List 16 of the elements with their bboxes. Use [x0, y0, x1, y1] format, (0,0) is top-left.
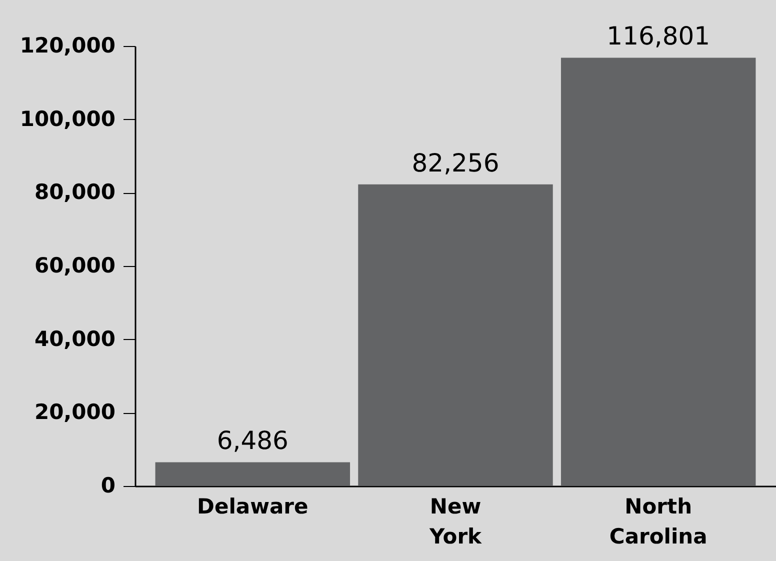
y-tick-label: 120,000: [20, 34, 116, 58]
bar: [155, 462, 350, 486]
bar: [358, 184, 553, 486]
y-tick-label: 20,000: [34, 400, 116, 424]
data-label: 116,801: [606, 22, 710, 51]
x-tick-label: Delaware: [197, 494, 308, 518]
data-label: 6,486: [216, 426, 288, 456]
y-tick-label: 40,000: [34, 326, 116, 351]
data-label: 82,256: [412, 148, 500, 178]
x-tick-label: New York: [428, 494, 483, 548]
y-tick-label: 0: [100, 474, 116, 498]
y-tick-label: 100,000: [20, 106, 116, 131]
x-tick-label: North Carolina: [609, 494, 708, 548]
bar: [560, 58, 756, 486]
y-tick-label: 60,000: [34, 254, 116, 278]
y-tick-label: 80,000: [34, 180, 116, 204]
